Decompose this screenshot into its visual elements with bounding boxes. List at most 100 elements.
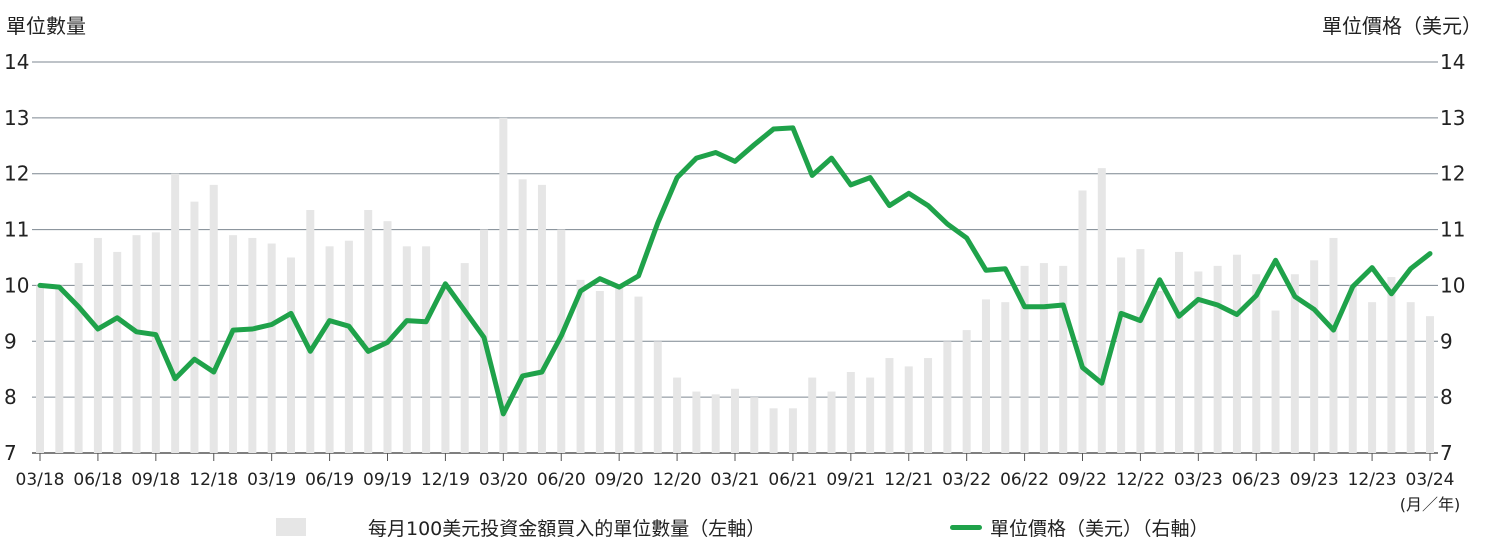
y-tick-label-left: 7	[4, 441, 17, 465]
bar	[827, 391, 836, 453]
x-tick-label: 06/22	[1000, 470, 1049, 490]
legend-item-price: 單位價格（美元）（右軸）	[950, 512, 1209, 542]
bar	[1329, 237, 1338, 453]
bar	[1001, 302, 1010, 453]
bar	[692, 391, 701, 453]
bar	[615, 285, 624, 453]
bar	[364, 210, 373, 453]
legend-label-price: 單位價格（美元）（右軸）	[990, 517, 1209, 540]
bar	[93, 237, 102, 453]
bar	[788, 408, 797, 453]
bar	[673, 377, 682, 453]
x-tick-label: 06/18	[73, 470, 122, 490]
x-tick-label: 09/22	[1058, 470, 1107, 490]
bar	[595, 291, 604, 453]
bar	[1136, 249, 1145, 453]
bar	[557, 229, 566, 453]
x-tick-label: 12/19	[421, 470, 470, 490]
y-tick-label-left: 9	[4, 329, 17, 353]
x-tick-label: 06/23	[1232, 470, 1281, 490]
x-tick-label: 09/21	[826, 470, 875, 490]
left-axis-ticks: 7 8 9 10 11 12 13 14	[4, 50, 29, 465]
x-tick-label: 03/21	[711, 470, 760, 490]
bar	[1348, 285, 1357, 453]
x-tick-label: 06/21	[768, 470, 817, 490]
bar	[190, 201, 199, 453]
x-tick-label: 09/19	[363, 470, 412, 490]
legend-line-swatch	[950, 524, 982, 530]
x-tick-label: 03/20	[479, 470, 528, 490]
x-axis-ticks: 03/18 06/18 09/18 12/18 03/19 06/19 09/19 12/19…	[16, 453, 1455, 490]
x-tick-label: 12/22	[1116, 470, 1165, 490]
bar	[518, 179, 527, 454]
bar	[943, 341, 952, 453]
y-tick-label-right: 12	[1440, 162, 1465, 186]
bar	[151, 232, 160, 453]
y-tick-label-right: 13	[1440, 106, 1465, 130]
right-axis-title: 單位價格（美元）	[1322, 14, 1482, 38]
legend-bar-swatch	[276, 518, 306, 536]
bar	[1020, 265, 1029, 453]
line-series	[37, 125, 1433, 417]
bar	[1232, 254, 1241, 453]
bar	[36, 285, 44, 453]
x-tick-label: 03/19	[247, 470, 296, 490]
x-tick-label: 03/24	[1406, 470, 1455, 490]
bar	[1310, 260, 1319, 453]
bar	[171, 173, 180, 453]
bar	[55, 285, 64, 453]
bar	[286, 257, 295, 453]
bar	[132, 235, 141, 453]
bar	[1426, 316, 1434, 453]
bar	[846, 372, 855, 453]
y-tick-label-right: 8	[1440, 385, 1453, 409]
x-tick-label: 03/23	[1174, 470, 1223, 490]
bar	[653, 341, 662, 453]
bar	[344, 240, 353, 453]
bar	[711, 394, 720, 453]
bar	[1271, 310, 1280, 453]
bar	[248, 237, 257, 453]
bar	[383, 221, 392, 453]
x-tick-label: 09/18	[131, 470, 180, 490]
bar	[1290, 274, 1299, 453]
bar	[1194, 271, 1203, 453]
y-tick-label-left: 8	[4, 385, 17, 409]
y-tick-label-right: 14	[1440, 50, 1465, 74]
legend-label-units: 每月100美元投資金額買入的單位數量（左軸）	[368, 517, 766, 540]
grid-lines	[32, 61, 1438, 454]
y-tick-label-right: 9	[1440, 329, 1453, 353]
bar	[885, 358, 894, 453]
y-tick-label-right: 10	[1440, 273, 1465, 297]
legend-item-units: 每月100美元投資金額買入的單位數量（左軸）	[276, 512, 765, 542]
bar	[1387, 277, 1396, 453]
bar	[634, 296, 643, 453]
bar	[422, 246, 431, 453]
bar	[924, 358, 933, 453]
bar	[460, 263, 469, 453]
y-tick-label-right: 7	[1440, 441, 1453, 465]
y-tick-label-left: 13	[4, 106, 29, 130]
x-tick-label: 03/22	[942, 470, 991, 490]
x-tick-label: 12/21	[884, 470, 933, 490]
y-tick-label-left: 12	[4, 162, 29, 186]
bar	[1213, 265, 1222, 453]
x-tick-label: 06/20	[537, 470, 586, 490]
bar	[229, 235, 238, 453]
y-tick-label-right: 11	[1440, 218, 1465, 242]
bar	[981, 299, 990, 453]
y-tick-label-left: 14	[4, 50, 29, 74]
bar	[74, 263, 83, 453]
bar	[209, 184, 218, 453]
bar	[808, 377, 817, 453]
bar	[731, 388, 739, 453]
bar	[499, 117, 508, 453]
right-axis-ticks: 7 8 9 10 11 12 13 14	[1440, 50, 1465, 465]
bar	[750, 397, 759, 453]
bar	[1078, 190, 1087, 453]
bar	[1155, 291, 1164, 453]
bar	[1117, 257, 1126, 453]
x-tick-label: 06/19	[305, 470, 354, 490]
bar	[1039, 263, 1048, 453]
